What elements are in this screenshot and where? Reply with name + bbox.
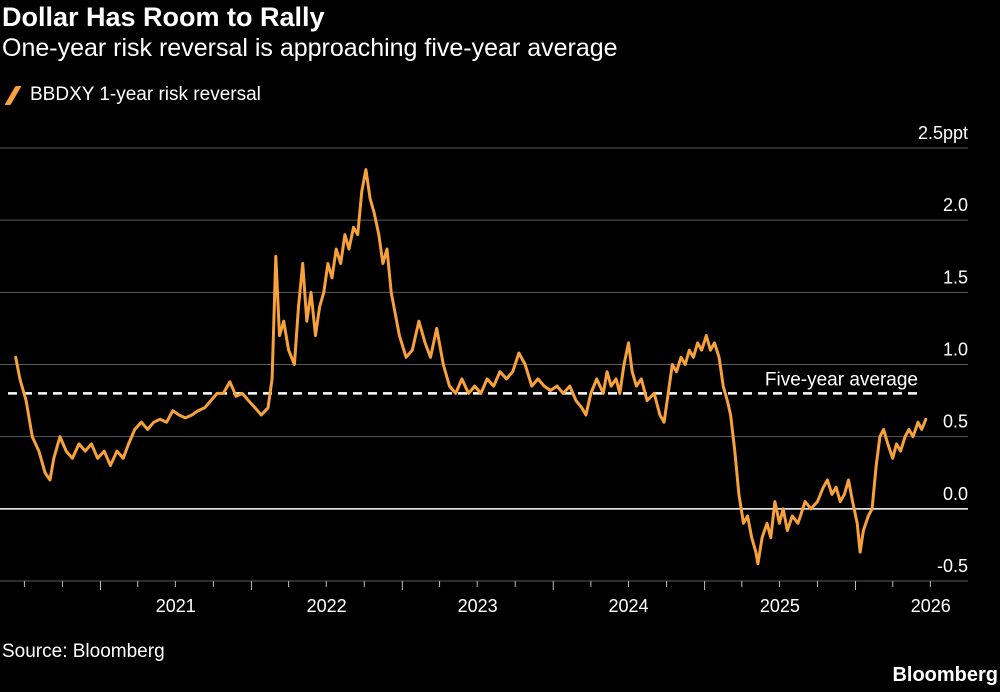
y-tick-label: 0.5	[943, 412, 968, 432]
chart-subtitle: One-year risk reversal is approaching fi…	[2, 34, 618, 62]
y-tick-label: 0.0	[943, 484, 968, 504]
y-axis-labels: 2.5ppt 2.0 1.5 1.0 0.5 0.0 -0.5	[918, 123, 968, 576]
legend-label: BBDXY 1-year risk reversal	[30, 84, 261, 105]
legend: BBDXY 1-year risk reversal	[4, 82, 261, 108]
y-tick-label: -0.5	[937, 556, 968, 576]
x-tick-label: 2026	[911, 596, 951, 616]
x-tick-label: 2023	[458, 596, 498, 616]
x-tick-label: 2021	[156, 596, 196, 616]
brand-logo: Bloomberg	[892, 664, 998, 686]
x-tick-label: 2022	[307, 596, 347, 616]
chart-title: Dollar Has Room to Rally	[2, 2, 325, 32]
series-line-bbdxy	[14, 168, 928, 566]
reference-lines: Five-year average	[0, 369, 968, 510]
y-tick-label: 1.0	[943, 340, 968, 360]
x-tick-label: 2024	[608, 596, 648, 616]
y-tick-label: 1.5	[943, 267, 968, 287]
source-note: Source: Bloomberg	[2, 641, 165, 662]
grid-layer	[0, 147, 968, 582]
five-year-average-label: Five-year average	[765, 369, 918, 390]
y-tick-label: 2.5ppt	[918, 123, 968, 143]
y-tick-label: 2.0	[943, 195, 968, 215]
x-axis: 2021 2022 2023 2024 2025 2026	[23, 581, 951, 616]
x-tick-label: 2025	[760, 596, 800, 616]
series-layer	[14, 168, 928, 566]
